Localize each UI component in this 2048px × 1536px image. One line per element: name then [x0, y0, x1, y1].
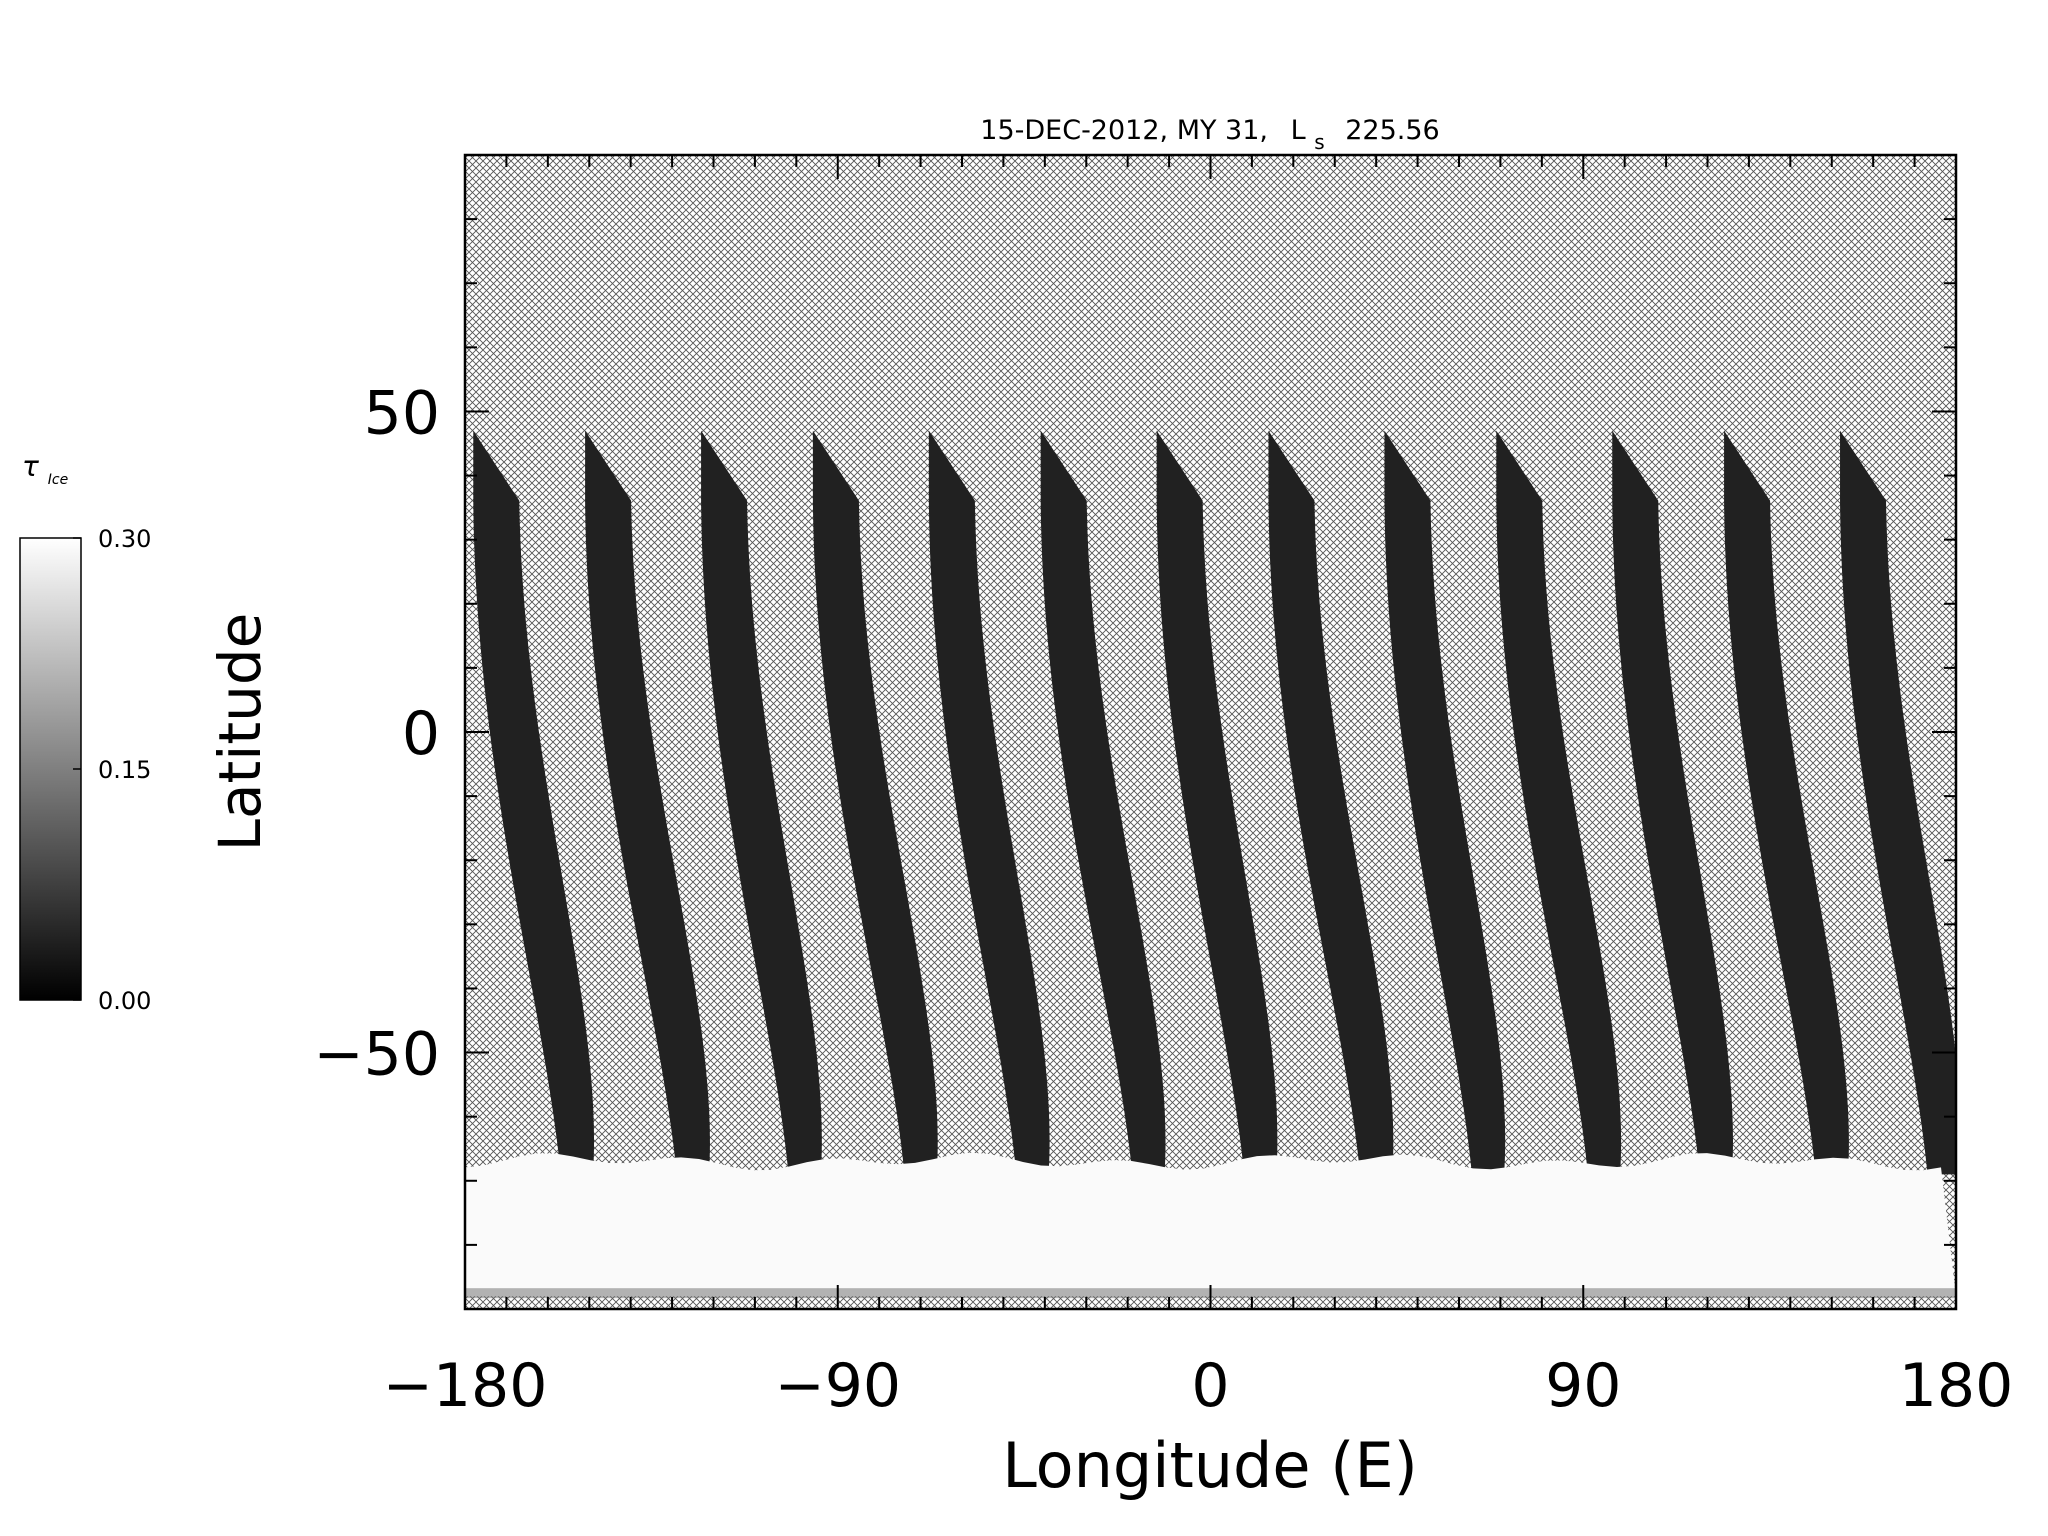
swaths-layer — [473, 430, 1956, 1175]
swath-3 — [701, 430, 822, 1175]
swath-5 — [928, 430, 1050, 1175]
y-tick-label-0: 0 — [402, 699, 440, 769]
colorbar-gradient — [19, 537, 82, 1001]
colorbar-tick-label-2: 0.30 — [98, 525, 151, 553]
y-ticks: −50 0 50 — [313, 154, 1956, 1310]
swath-12 — [1724, 430, 1849, 1175]
y-tick-label-50: 50 — [364, 378, 440, 448]
x-tick-label--90: −90 — [774, 1351, 901, 1421]
swath-9 — [1384, 430, 1506, 1175]
swath-10 — [1496, 430, 1622, 1175]
x-ticks: −180 −90 0 90 180 — [383, 155, 2014, 1421]
colorbar-title: τ Ice — [22, 450, 68, 488]
y-axis-label: Latitude — [206, 613, 274, 852]
x-axis-label: Longitude (E) — [1002, 1429, 1418, 1502]
swath-6 — [1040, 430, 1166, 1175]
chart-title: 15-DEC-2012, MY 31, L s 225.56 — [980, 115, 1439, 156]
swath-7 — [1156, 430, 1278, 1175]
polar-band-layer — [465, 1152, 1956, 1299]
x-tick-label-90: 90 — [1545, 1351, 1621, 1421]
swath-1 — [473, 430, 595, 1175]
colorbar-tick-label-0: 0.00 — [98, 987, 151, 1015]
swath-11 — [1612, 430, 1733, 1175]
swath-8 — [1268, 430, 1394, 1175]
colorbar-tick-label-1: 0.15 — [98, 756, 151, 784]
colorbar-ticks: 0.00 0.15 0.30 — [73, 525, 151, 1015]
x-tick-label-180: 180 — [1899, 1351, 2014, 1421]
y-tick-label--50: −50 — [313, 1020, 440, 1090]
x-tick-label-0: 0 — [1191, 1351, 1229, 1421]
swath-4 — [812, 430, 938, 1175]
polar-ice-band — [465, 1152, 1956, 1297]
axes: −180 −90 0 90 180 −50 0 50 — [313, 153, 2014, 1421]
swath-2 — [585, 430, 710, 1175]
x-tick-label--180: −180 — [383, 1351, 548, 1421]
plot-area — [465, 155, 1956, 1309]
swath-13 — [1840, 430, 1956, 1175]
colorbar: τ Ice 0.00 0.15 0.30 — [19, 450, 151, 1015]
